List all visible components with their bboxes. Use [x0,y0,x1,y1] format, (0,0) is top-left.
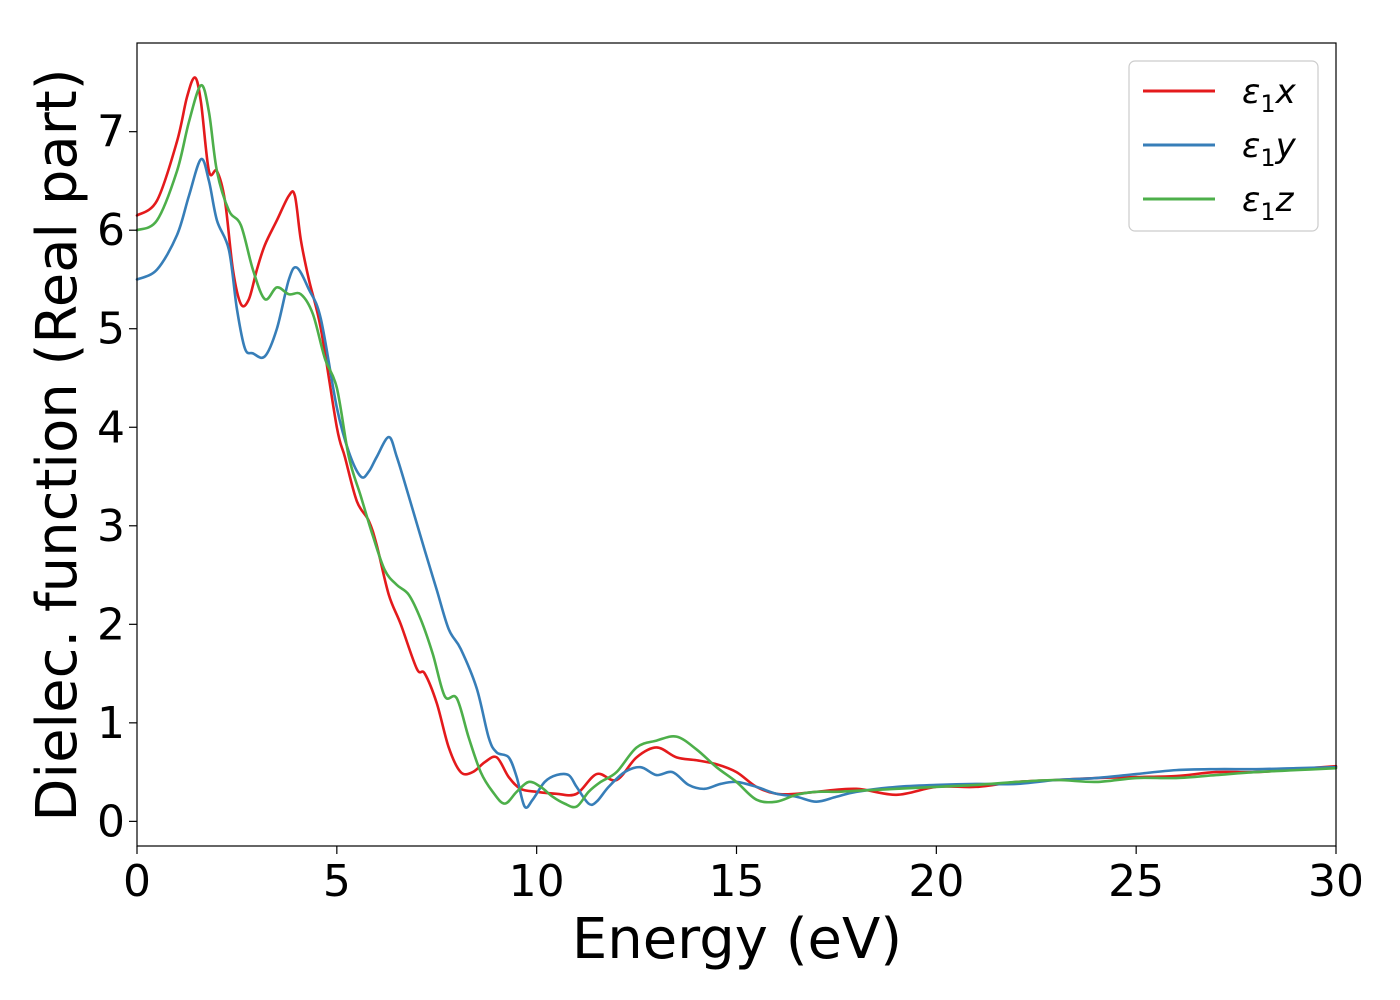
y-tick-label: 1 [97,698,125,749]
legend-box [1128,60,1319,232]
x-tick-label: 0 [123,856,151,907]
y-tick-label: 7 [97,107,125,158]
legend: ε1x ε1y ε1z [1128,60,1319,232]
x-tick-label: 20 [908,856,964,907]
y-axis-label: Dielec. function (Real part) [25,68,90,821]
y-tick-label: 6 [97,205,125,256]
series-line-y [135,157,1338,809]
series-line-x [135,76,1338,797]
ticks: 0 5 10 15 20 25 30 0 1 2 3 4 5 6 7 [97,107,1364,907]
x-axis-label: Energy (eV) [572,907,902,972]
series-line-z [135,84,1338,809]
y-tick-label: 3 [97,501,125,552]
legend-label-y: ε1y [1242,126,1297,172]
x-tick-label: 25 [1108,856,1164,907]
legend-label-z: ε1z [1242,180,1295,226]
y-tick-label: 5 [97,304,125,355]
plot-lines [135,76,1338,809]
legend-label-x: ε1x [1242,72,1297,118]
y-tick-label: 2 [97,599,125,650]
x-tick-label: 15 [709,856,765,907]
y-tick-label: 4 [97,402,125,453]
x-tick-label: 10 [509,856,565,907]
x-tick-label: 5 [323,856,351,907]
x-tick-label: 30 [1308,856,1364,907]
y-tick-label: 0 [97,796,125,847]
plot-frame [136,42,1337,847]
